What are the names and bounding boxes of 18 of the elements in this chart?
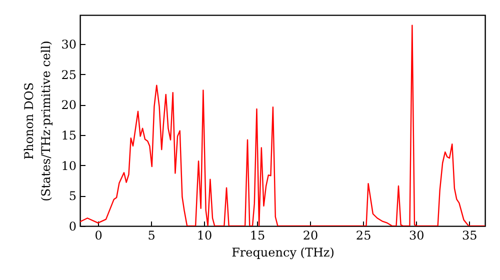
y-tick-label: 5: [68, 189, 76, 204]
x-tick-label: 10: [196, 228, 212, 242]
y-tick-label: 15: [61, 128, 76, 143]
y-tick-label: 20: [61, 98, 76, 112]
y-tick-label: 10: [61, 158, 76, 173]
y-axis-title: Phonon DOS (States/THz·primitive cell): [22, 40, 54, 202]
x-tick-label: 20: [302, 228, 318, 242]
x-tick-label: 15: [250, 228, 266, 242]
x-tick-label: 25: [356, 228, 372, 242]
x-tick-label: 0: [94, 228, 102, 242]
y-tick-label: 25: [61, 68, 76, 82]
y-tick-label: 30: [61, 38, 76, 52]
y-tick-label: 0: [68, 220, 76, 234]
x-tick-label: 5: [148, 228, 156, 242]
x-tick-label: 35: [462, 228, 478, 242]
line-series: [80, 24, 485, 226]
x-axis-title: Frequency (THz): [232, 246, 334, 260]
x-tick-label: 30: [408, 228, 424, 242]
